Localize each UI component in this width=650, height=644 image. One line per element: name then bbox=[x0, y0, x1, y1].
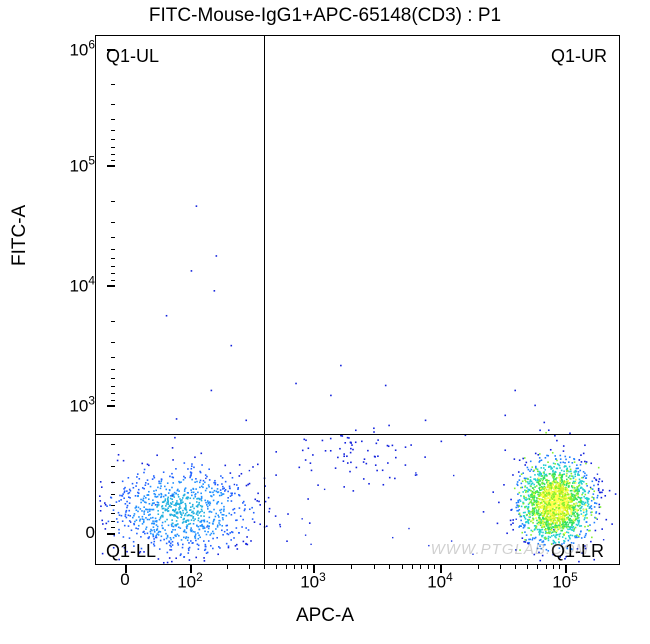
y-tick-label: 103 bbox=[69, 394, 95, 417]
x-minor-tick bbox=[301, 565, 302, 569]
y-minor-tick bbox=[111, 258, 115, 259]
y-minor-tick bbox=[111, 266, 115, 267]
y-minor-tick bbox=[111, 280, 115, 281]
quadrant-vertical-line bbox=[264, 36, 265, 564]
y-minor-tick bbox=[111, 119, 115, 120]
x-tick-label: 105 bbox=[552, 570, 578, 593]
x-tick-label: 104 bbox=[427, 570, 453, 593]
x-minor-tick bbox=[351, 565, 352, 569]
y-minor-tick bbox=[111, 237, 115, 238]
y-tick-label: 105 bbox=[69, 154, 95, 177]
y-minor-tick bbox=[111, 139, 115, 140]
y-minor-tick bbox=[111, 321, 115, 322]
watermark-text: WWW.PTGLAB.COM bbox=[431, 541, 589, 558]
y-minor-tick bbox=[111, 104, 115, 105]
x-tick-label: 103 bbox=[300, 570, 326, 593]
y-tick bbox=[107, 533, 115, 535]
y-minor-tick bbox=[111, 466, 115, 467]
y-minor-tick bbox=[111, 249, 115, 250]
y-minor-tick bbox=[111, 201, 115, 202]
y-minor-tick bbox=[111, 147, 115, 148]
x-minor-tick bbox=[515, 565, 516, 569]
x-minor-tick bbox=[546, 565, 547, 569]
y-tick bbox=[107, 49, 115, 51]
y-minor-tick bbox=[111, 378, 115, 379]
x-minor-tick bbox=[527, 565, 528, 569]
flow-cytometry-chart: FITC-Mouse-IgG1+APC-65148(CD3) : P1 FITC… bbox=[10, 5, 640, 635]
y-minor-tick bbox=[111, 505, 115, 506]
y-minor-tick bbox=[111, 444, 115, 445]
x-minor-tick bbox=[294, 565, 295, 569]
y-minor-tick bbox=[111, 521, 115, 522]
x-minor-tick bbox=[374, 565, 375, 569]
y-tick bbox=[107, 285, 115, 287]
x-minor-tick bbox=[227, 565, 228, 569]
y-minor-tick bbox=[111, 273, 115, 274]
x-minor-tick bbox=[307, 565, 308, 569]
x-tick-label: 0 bbox=[120, 570, 129, 590]
x-minor-tick bbox=[286, 565, 287, 569]
x-minor-tick bbox=[434, 565, 435, 569]
y-tick-label: 106 bbox=[69, 38, 95, 61]
y-minor-tick bbox=[111, 386, 115, 387]
x-minor-tick bbox=[412, 565, 413, 569]
x-minor-tick bbox=[249, 565, 250, 569]
y-axis-label: FITC-A bbox=[9, 205, 31, 266]
x-minor-tick bbox=[500, 565, 501, 569]
quadrant-label-ll: Q1-LL bbox=[106, 541, 156, 562]
plot-area: Q1-UL Q1-UR Q1-LL Q1-LR WWW.PTGLAB.COM bbox=[95, 35, 620, 565]
x-minor-tick bbox=[537, 565, 538, 569]
y-minor-tick bbox=[111, 130, 115, 131]
y-minor-tick bbox=[111, 494, 115, 495]
quadrant-horizontal-line bbox=[96, 434, 619, 435]
x-minor-tick bbox=[420, 565, 421, 569]
y-minor-tick bbox=[111, 84, 115, 85]
x-minor-tick bbox=[264, 565, 265, 569]
y-tick bbox=[107, 165, 115, 167]
y-tick bbox=[107, 405, 115, 407]
y-minor-tick bbox=[111, 154, 115, 155]
y-minor-tick bbox=[111, 369, 115, 370]
y-tick-label: 104 bbox=[69, 274, 95, 297]
chart-title: FITC-Mouse-IgG1+APC-65148(CD3) : P1 bbox=[10, 5, 640, 27]
y-minor-tick bbox=[111, 222, 115, 223]
y-minor-tick bbox=[111, 357, 115, 358]
x-minor-tick bbox=[428, 565, 429, 569]
x-minor-tick bbox=[389, 565, 390, 569]
x-tick-label: 102 bbox=[177, 570, 203, 593]
y-tick-label: 0 bbox=[86, 523, 95, 543]
y-minor-tick bbox=[111, 393, 115, 394]
x-minor-tick bbox=[478, 565, 479, 569]
scatter-layer bbox=[96, 36, 619, 564]
x-minor-tick bbox=[402, 565, 403, 569]
y-minor-tick bbox=[111, 160, 115, 161]
y-minor-tick bbox=[111, 400, 115, 401]
y-minor-tick bbox=[111, 513, 115, 514]
y-minor-tick bbox=[111, 527, 115, 528]
y-minor-tick bbox=[111, 342, 115, 343]
quadrant-label-ur: Q1-UR bbox=[551, 46, 607, 67]
x-minor-tick bbox=[553, 565, 554, 569]
y-minor-tick bbox=[111, 482, 115, 483]
x-axis-label: APC-A bbox=[10, 605, 640, 627]
x-minor-tick bbox=[276, 565, 277, 569]
x-minor-tick bbox=[559, 565, 560, 569]
